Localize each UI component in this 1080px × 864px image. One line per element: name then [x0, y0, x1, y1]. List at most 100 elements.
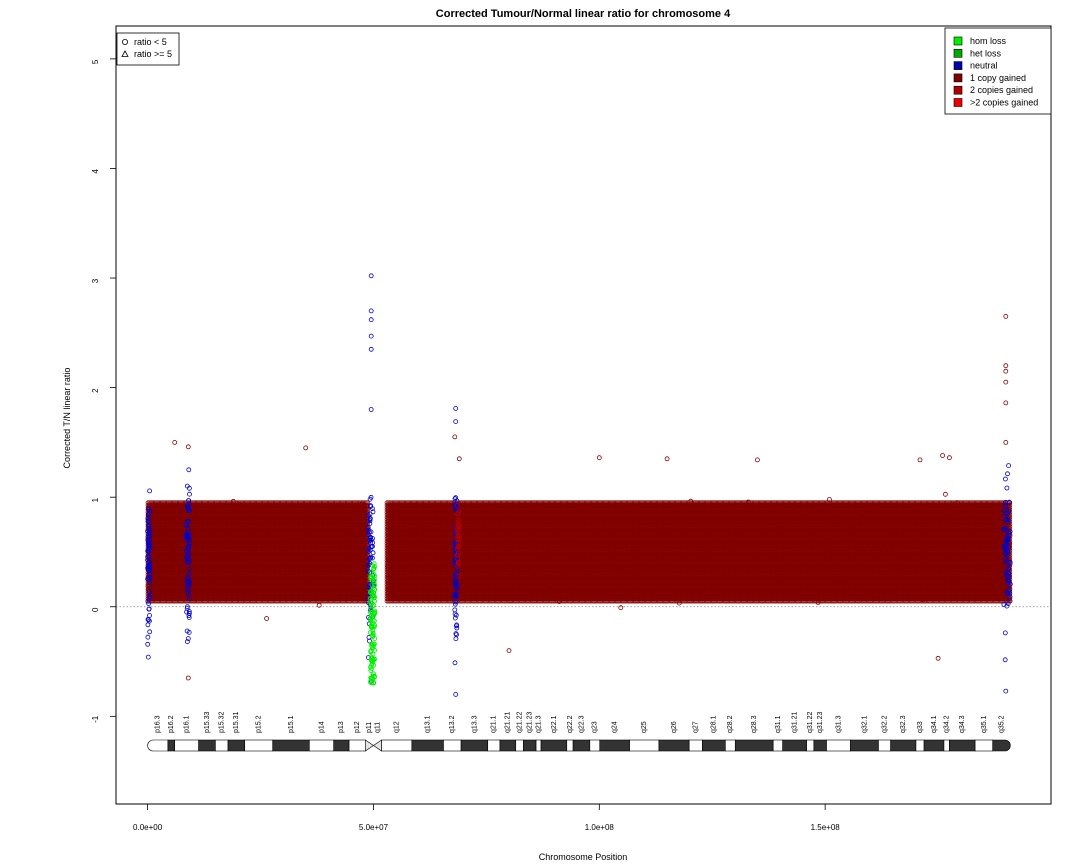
x-tick-label: 0.0e+00	[133, 823, 163, 832]
ideogram-band-label: p15.2	[256, 715, 263, 733]
neutral-point	[369, 318, 373, 322]
outlier-point	[1004, 314, 1008, 318]
ideogram-band	[488, 740, 500, 751]
ideogram-band	[412, 740, 444, 751]
y-tick-label: 5	[91, 59, 100, 64]
y-tick-label: 3	[91, 278, 100, 283]
ideogram-band-label: q21.21	[505, 711, 512, 733]
outlier-point	[665, 457, 669, 461]
gain-point	[619, 606, 623, 610]
ideogram-band-label: q26	[671, 721, 678, 733]
ideogram-band-label: q22.2	[567, 715, 574, 733]
ideogram-band	[245, 740, 273, 751]
ideogram-band	[630, 740, 659, 751]
x-tick-label: 1.5e+08	[811, 823, 841, 832]
ideogram-band-label: q33	[917, 721, 924, 733]
ideogram-band	[993, 740, 1011, 751]
data-points	[146, 274, 1013, 697]
color-legend-label: 2 copies gained	[970, 85, 1033, 95]
ideogram-band-label: q31.3	[835, 715, 842, 733]
color-legend-label: >2 copies gained	[970, 98, 1038, 108]
outlier-point	[186, 445, 190, 449]
neutral-point	[1003, 477, 1007, 481]
ideogram-band-label: q31.1	[775, 715, 782, 733]
ideogram-band-label: q21.22	[516, 711, 523, 733]
ideogram-band	[924, 740, 944, 751]
ideogram-band	[975, 740, 993, 751]
color-legend-swatch	[954, 86, 962, 94]
neutral-point	[369, 309, 373, 313]
ideogram-band	[168, 740, 175, 751]
x-tick-label: 1.0e+08	[585, 823, 615, 832]
neutral-point	[148, 630, 152, 634]
neutral-point	[146, 623, 150, 627]
y-axis-label: Corrected T/N linear ratio	[62, 368, 72, 469]
ideogram-band	[500, 740, 516, 751]
outlier-point	[304, 446, 308, 450]
ideogram-band-label: p15.32	[219, 711, 226, 733]
ideogram-band	[349, 740, 365, 751]
ideogram-band	[175, 740, 199, 751]
ideogram-band	[773, 740, 782, 751]
ideogram-band-label: q32.3	[900, 715, 907, 733]
ideogram-band-label: q34.1	[931, 715, 938, 733]
ideogram-band-label: q32.1	[861, 715, 868, 733]
color-legend-label: neutral	[970, 61, 998, 71]
ideogram-band	[807, 740, 814, 751]
ideogram-band	[827, 740, 851, 751]
ideogram-band	[725, 740, 735, 751]
outlier-point	[597, 456, 601, 460]
chromosome-ideogram: p16.3 p16.2 p16.1 p15.33 p15.32 p15.31 p15.2 p1…	[148, 711, 1011, 751]
ideogram-band-label: p15.33	[204, 711, 211, 733]
ideogram-band-label: q31.21	[792, 711, 799, 733]
ideogram-band-label: q28.2	[727, 715, 734, 733]
color-legend-label: hom loss	[970, 36, 1007, 46]
ideogram-band-label: q34.3	[959, 715, 966, 733]
outlier-point	[1004, 440, 1008, 444]
ideogram-band-label: q23	[592, 721, 599, 733]
neutral-point	[1004, 689, 1008, 693]
ideogram-band	[573, 740, 590, 751]
neutral-point	[146, 655, 150, 659]
ideogram-band	[702, 740, 725, 751]
ideogram-band	[878, 740, 890, 751]
neutral-point	[369, 347, 373, 351]
neutral-point	[454, 420, 458, 424]
y-tick-label: 1	[91, 497, 100, 502]
ideogram-band	[536, 740, 541, 751]
ideogram-band-label: q35.2	[998, 715, 1005, 733]
outlier-point	[453, 435, 457, 439]
ideogram-band-label: q22.3	[578, 715, 585, 733]
ideogram-band-label: p15.31	[233, 711, 240, 733]
neutral-point	[453, 608, 457, 612]
ideogram-band	[382, 740, 412, 751]
ideogram-band	[567, 740, 573, 751]
ideogram-band-label: q13.1	[425, 715, 432, 733]
ideogram-band	[215, 740, 228, 751]
neutral-point	[369, 334, 373, 338]
ideogram-band	[814, 740, 827, 751]
ideogram-band	[600, 740, 630, 751]
ideogram-band	[199, 740, 216, 751]
outlier-point	[941, 454, 945, 458]
ideogram-band	[334, 740, 349, 751]
outlier-point	[918, 458, 922, 462]
neutral-point	[146, 635, 150, 639]
ideogram-band-label: q13.2	[449, 715, 456, 733]
outlier-point	[755, 458, 759, 462]
neutral-point	[371, 551, 375, 555]
outlier-point	[173, 440, 177, 444]
color-legend-label: 1 copy gained	[970, 73, 1026, 83]
ideogram-band	[523, 740, 536, 751]
color-legend-swatch	[954, 49, 962, 57]
ideogram-band-label: q35.1	[981, 715, 988, 733]
ideogram-band	[783, 740, 807, 751]
ideogram-band	[309, 740, 333, 751]
chart-title: Corrected Tumour/Normal linear ratio for…	[436, 8, 731, 20]
neutral-point	[148, 489, 152, 493]
plot-frame	[116, 26, 1051, 804]
ideogram-band	[659, 740, 689, 751]
